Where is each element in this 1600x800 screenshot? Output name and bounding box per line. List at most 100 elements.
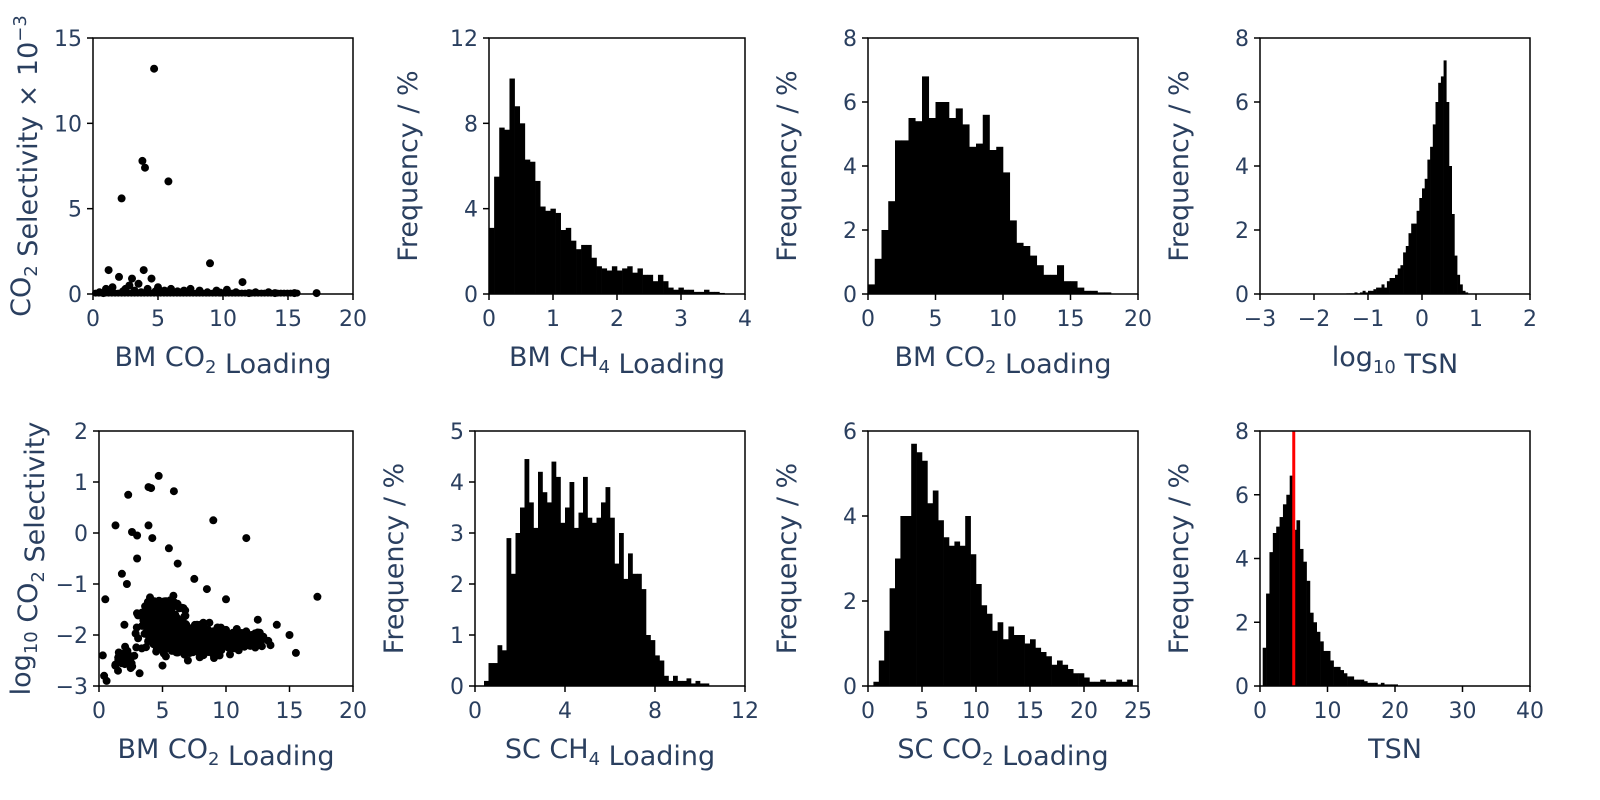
histogram-bar: [1387, 684, 1392, 686]
x-tick-label: 0: [1253, 699, 1267, 724]
scatter-point: [166, 596, 175, 605]
axis-label-rest: Loading: [610, 349, 725, 380]
histogram-bar: [686, 678, 692, 686]
x-tick-label: 1: [1469, 307, 1483, 332]
histogram-bar: [1320, 641, 1324, 687]
histogram-bar: [551, 461, 557, 686]
histogram-bar: [678, 287, 684, 294]
histogram-bar: [515, 533, 521, 686]
histogram-bar: [905, 516, 912, 686]
histogram-bar: [632, 573, 638, 686]
scatter-point: [204, 633, 213, 642]
histogram-bar: [1443, 60, 1447, 295]
histogram-bar: [540, 206, 546, 294]
x-tick-label: 5: [929, 307, 943, 332]
histogram-bar: [587, 517, 593, 686]
histogram-bar: [1116, 679, 1123, 687]
y-axis-label: Frequency / %: [1164, 70, 1195, 261]
histogram-bar: [1343, 673, 1348, 686]
histogram-bar: [488, 663, 494, 686]
histogram-bar: [569, 482, 575, 686]
axis-label-rest: Loading: [216, 349, 331, 380]
y-tick-label: 12: [450, 27, 478, 52]
histogram-bar: [1392, 278, 1396, 294]
y-axis-label: Frequency / %: [379, 463, 410, 654]
histogram-bar: [1023, 246, 1031, 294]
histogram-bar: [1449, 166, 1452, 294]
histogram-bar: [1333, 666, 1338, 687]
histogram-bar: [1030, 255, 1038, 294]
histogram-bar: [647, 274, 654, 294]
scatter-point: [145, 601, 154, 610]
y-tick-label: 2: [843, 590, 857, 615]
scatter-point: [130, 286, 139, 295]
axis-label-sub: 10: [21, 631, 42, 654]
histogram-bar: [1057, 660, 1063, 686]
scatter-point: [154, 471, 163, 480]
histogram-bar: [691, 683, 696, 686]
x-tick-label: 30: [1449, 699, 1477, 724]
scatter-point: [133, 554, 142, 563]
scatter-point: [180, 642, 188, 651]
y-tick-label: 4: [1235, 548, 1249, 573]
scatter-point: [253, 628, 262, 637]
scatter-point: [123, 652, 132, 661]
histogram-bar: [1269, 552, 1274, 687]
histogram-bar: [617, 270, 623, 294]
scatter-point: [285, 631, 294, 639]
x-tick-label: 40: [1516, 699, 1544, 724]
scatter-point: [272, 620, 281, 629]
axis-label-main: log: [1332, 342, 1373, 373]
histogram-bar: [1003, 639, 1009, 686]
histogram-bar: [1089, 681, 1096, 686]
histogram-bar: [1422, 188, 1425, 294]
histogram-bar: [1362, 290, 1366, 294]
x-axis-label: BM CO2 Loading: [117, 734, 334, 772]
histogram-bar: [938, 520, 944, 686]
scatter-point: [139, 616, 148, 625]
y-axis-label: log10 CO2 Selectivity: [6, 422, 51, 696]
histogram-bar: [1309, 612, 1314, 686]
histogram-bar: [969, 146, 977, 294]
scatter-point: [122, 580, 131, 588]
histogram-bar: [1262, 647, 1267, 686]
x-tick-label: 0: [468, 699, 482, 724]
histogram-bar: [1438, 82, 1442, 294]
axis-label-main: Frequency / %: [1164, 463, 1195, 654]
x-axis-label: SC CO2 Loading: [897, 734, 1108, 772]
histogram-bar: [494, 176, 500, 294]
axis-label-rest: Loading: [600, 741, 715, 772]
scatter-point: [128, 274, 136, 283]
histogram-bar: [1446, 102, 1450, 294]
scatter-point: [141, 163, 149, 172]
scatter-point: [173, 559, 182, 568]
scatter-point: [101, 595, 110, 604]
histogram-bar: [637, 573, 642, 686]
histogram-bar: [592, 522, 597, 686]
x-tick-label: 0: [861, 699, 875, 724]
y-tick-label: 0: [1235, 283, 1249, 308]
histogram-bar: [989, 150, 997, 294]
histogram-bar: [942, 102, 950, 294]
histogram-bar: [1370, 682, 1375, 686]
scatter-point: [171, 610, 180, 619]
histogram-bar: [970, 554, 977, 686]
scatter-point: [99, 289, 108, 298]
x-tick-label: 0: [1415, 307, 1429, 332]
y-tick-label: 5: [450, 420, 464, 445]
scatter-point: [138, 608, 146, 617]
axis-label-main: BM CH: [509, 342, 599, 373]
axis-label-main: TSN: [1367, 734, 1422, 765]
histogram-bar: [1374, 682, 1378, 686]
histogram-bar: [506, 538, 512, 686]
histogram-bar: [668, 680, 674, 686]
histogram-bar: [605, 487, 611, 686]
histogram-bar: [641, 589, 647, 686]
histogram-bar: [499, 127, 505, 294]
scatter-point: [159, 649, 168, 658]
histogram-bar: [976, 584, 982, 686]
histogram-bar: [1359, 292, 1363, 294]
scatter-point: [155, 606, 164, 615]
histogram-bar: [704, 289, 710, 294]
